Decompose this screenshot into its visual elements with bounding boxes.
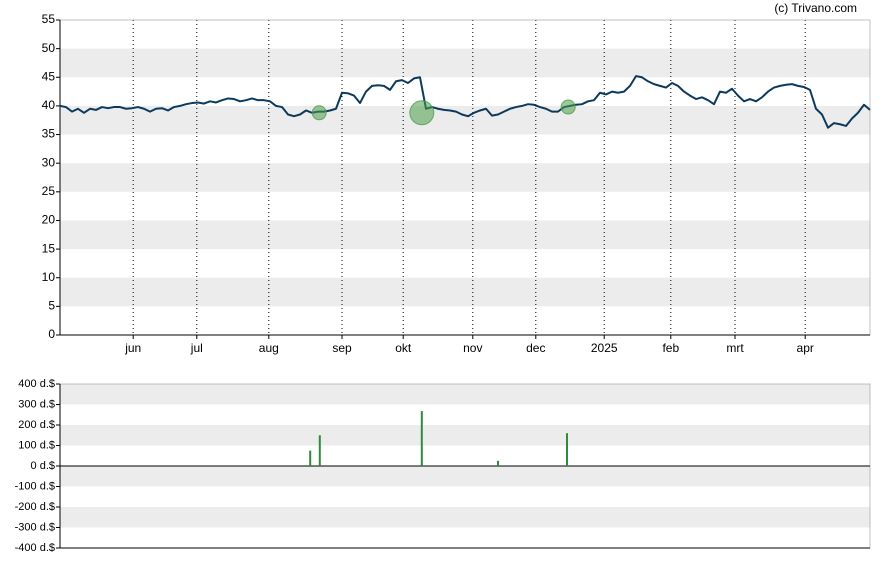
bar [420,411,423,466]
bar [309,450,312,466]
y-tick-label: 0 d.$ [31,460,55,472]
y-tick-label: 5 [48,299,55,313]
bubble [311,105,327,121]
y-tick-label: 300 d.$ [18,398,55,410]
y-tick-label: 400 d.$ [18,378,55,390]
x-tick-label: 2025 [591,341,618,355]
bubble [409,100,435,126]
x-tick-label: apr [797,341,814,355]
grid-band [60,384,870,405]
y-tick-label: -300 d.$ [15,521,55,533]
bar [497,460,499,466]
grid-band [60,48,870,78]
x-tick-label: nov [463,341,482,355]
y-tick-label: -100 d.$ [15,480,55,492]
grid-band [60,105,870,135]
y-tick-label: 20 [42,213,56,227]
y-tick-label: 25 [42,184,56,198]
x-tick-label: feb [662,341,679,355]
x-tick-label: aug [259,341,279,355]
x-tick-label: sep [332,341,352,355]
grid-band [60,507,870,528]
y-tick-label: 45 [42,69,56,83]
grid-band [60,220,870,250]
y-tick-label: 10 [42,270,56,284]
y-tick-label: -200 d.$ [15,501,55,513]
y-tick-label: 50 [42,41,56,55]
x-tick-label: okt [395,341,412,355]
x-tick-label: mrt [726,341,744,355]
bubble [560,99,576,115]
y-tick-label: 55 [42,12,56,26]
x-tick-label: dec [526,341,545,355]
y-tick-label: 30 [42,155,56,169]
y-tick-label: 200 d.$ [18,419,55,431]
source: (c) Trivano.com [774,1,857,15]
y-tick-label: 0 [48,327,55,341]
y-tick-label: 15 [42,241,56,255]
grid-band [60,277,870,307]
x-tick-label: jun [124,341,141,355]
bar [318,435,321,466]
y-tick-label: 35 [42,127,56,141]
grid-band [60,466,870,487]
y-tick-label: -400 d.$ [15,542,55,554]
grid-band [60,425,870,446]
x-tick-label: jul [190,341,203,355]
y-tick-label: 100 d.$ [18,439,55,451]
y-tick-label: 40 [42,98,56,112]
bar [566,433,568,466]
grid-band [60,163,870,192]
price-line [59,75,871,129]
